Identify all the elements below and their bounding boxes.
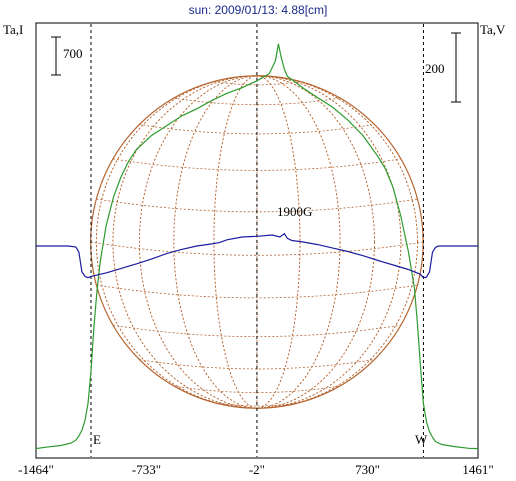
x-tick-label: 730" <box>355 462 380 477</box>
scale-bar-left <box>51 36 61 76</box>
x-tick-labels: -1464" -733" -2" 730" 1461" <box>18 462 493 477</box>
scale-label-right: 200 <box>425 61 445 76</box>
limb-east-label: E <box>93 432 101 447</box>
field-annotation: 1900G <box>277 204 312 219</box>
parallel-line <box>139 359 375 370</box>
x-tick-label: -2" <box>249 462 265 477</box>
limb-west-label: W <box>415 432 428 447</box>
parallel-line <box>90 241 424 256</box>
plot-frame <box>35 22 479 459</box>
x-tick-label: -1464" <box>18 462 54 477</box>
parallel-line <box>96 284 418 299</box>
x-tick-label: -733" <box>132 462 161 477</box>
series-group <box>35 43 479 450</box>
y-label-left: Ta,I <box>3 22 23 37</box>
parallel-line <box>139 124 375 135</box>
series-line-polarization <box>36 232 478 279</box>
parallel-line <box>213 81 301 86</box>
parallel-line <box>213 402 301 407</box>
limb-center-markers <box>90 24 424 457</box>
scale-label-left: 700 <box>63 46 83 61</box>
scale-bar-right <box>451 32 461 103</box>
series-line-intensity <box>35 43 479 450</box>
meridian-line <box>112 75 402 409</box>
y-label-right: Ta,V <box>480 22 506 37</box>
x-tick-label: 1461" <box>462 462 493 477</box>
chart-title: sun: 2009/01/13: 4.88[cm] <box>189 3 328 17</box>
